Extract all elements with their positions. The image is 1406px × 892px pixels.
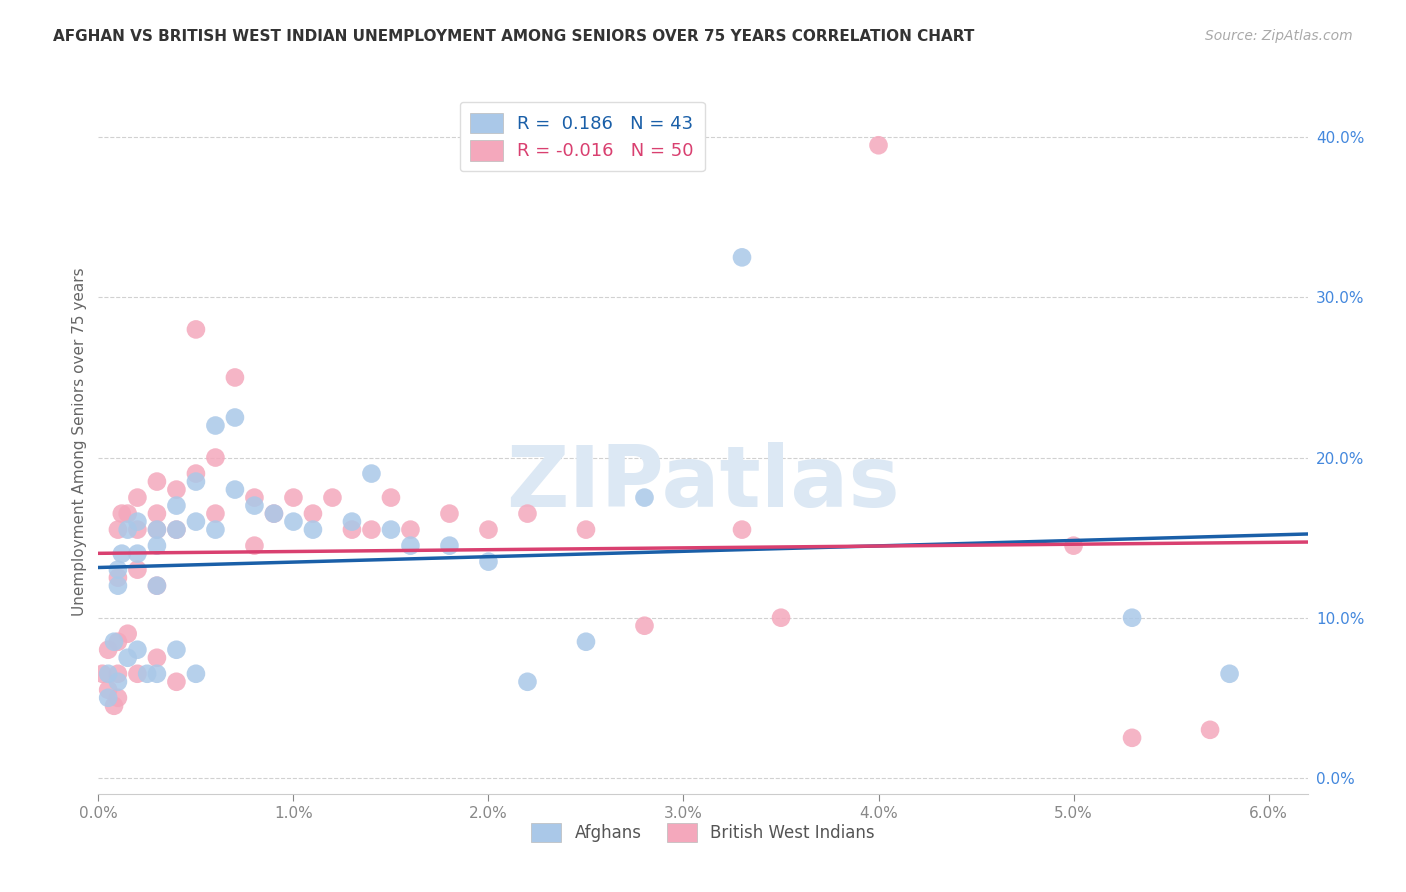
Point [1199, 723, 1222, 737]
Point [184, 515, 207, 529]
Text: ZIPatlas: ZIPatlas [506, 442, 900, 525]
Point [117, 523, 139, 537]
Point [184, 475, 207, 489]
Point [91, 666, 114, 681]
Point [111, 547, 134, 561]
Point [107, 634, 129, 648]
Point [165, 523, 187, 537]
Point [146, 579, 169, 593]
Point [516, 674, 538, 689]
Point [97, 642, 120, 657]
Point [243, 491, 266, 505]
Point [146, 650, 169, 665]
Point [117, 626, 139, 640]
Legend: Afghans, British West Indians: Afghans, British West Indians [524, 816, 882, 849]
Point [633, 618, 655, 632]
Point [107, 579, 129, 593]
Point [107, 523, 129, 537]
Point [769, 610, 792, 624]
Point [1121, 610, 1143, 624]
Point [399, 523, 422, 537]
Point [263, 507, 285, 521]
Point [97, 682, 120, 697]
Point [516, 507, 538, 521]
Point [184, 666, 207, 681]
Point [107, 563, 129, 577]
Point [283, 491, 305, 505]
Point [127, 563, 149, 577]
Point [283, 515, 305, 529]
Point [380, 491, 402, 505]
Point [243, 539, 266, 553]
Point [165, 523, 187, 537]
Point [127, 523, 149, 537]
Y-axis label: Unemployment Among Seniors over 75 years: Unemployment Among Seniors over 75 years [72, 268, 87, 615]
Point [127, 515, 149, 529]
Point [224, 483, 246, 497]
Point [204, 523, 226, 537]
Point [146, 523, 169, 537]
Point [731, 251, 754, 265]
Text: Source: ZipAtlas.com: Source: ZipAtlas.com [1205, 29, 1353, 44]
Point [165, 483, 187, 497]
Point [165, 642, 187, 657]
Point [107, 690, 129, 705]
Point [439, 507, 461, 521]
Point [224, 370, 246, 384]
Point [360, 523, 382, 537]
Point [224, 410, 246, 425]
Point [97, 666, 120, 681]
Point [340, 523, 363, 537]
Point [103, 634, 125, 648]
Point [184, 322, 207, 336]
Point [340, 515, 363, 529]
Point [146, 523, 169, 537]
Point [1219, 666, 1241, 681]
Point [127, 666, 149, 681]
Point [127, 491, 149, 505]
Point [243, 499, 266, 513]
Point [165, 674, 187, 689]
Point [184, 467, 207, 481]
Point [111, 507, 134, 521]
Point [302, 507, 325, 521]
Point [146, 539, 169, 553]
Point [439, 539, 461, 553]
Point [204, 418, 226, 433]
Point [204, 507, 226, 521]
Point [633, 491, 655, 505]
Point [360, 467, 382, 481]
Point [868, 138, 890, 153]
Point [575, 634, 598, 648]
Text: AFGHAN VS BRITISH WEST INDIAN UNEMPLOYMENT AMONG SENIORS OVER 75 YEARS CORRELATI: AFGHAN VS BRITISH WEST INDIAN UNEMPLOYME… [53, 29, 974, 45]
Point [103, 698, 125, 713]
Point [146, 507, 169, 521]
Point [321, 491, 343, 505]
Point [107, 571, 129, 585]
Point [399, 539, 422, 553]
Point [477, 555, 499, 569]
Point [165, 499, 187, 513]
Point [117, 507, 139, 521]
Point [302, 523, 325, 537]
Point [117, 650, 139, 665]
Point [1121, 731, 1143, 745]
Point [204, 450, 226, 465]
Point [146, 475, 169, 489]
Point [1063, 539, 1085, 553]
Point [575, 523, 598, 537]
Point [107, 674, 129, 689]
Point [146, 666, 169, 681]
Point [127, 547, 149, 561]
Point [97, 690, 120, 705]
Point [477, 523, 499, 537]
Point [146, 579, 169, 593]
Point [263, 507, 285, 521]
Point [127, 642, 149, 657]
Point [136, 666, 159, 681]
Point [731, 523, 754, 537]
Point [107, 666, 129, 681]
Point [380, 523, 402, 537]
